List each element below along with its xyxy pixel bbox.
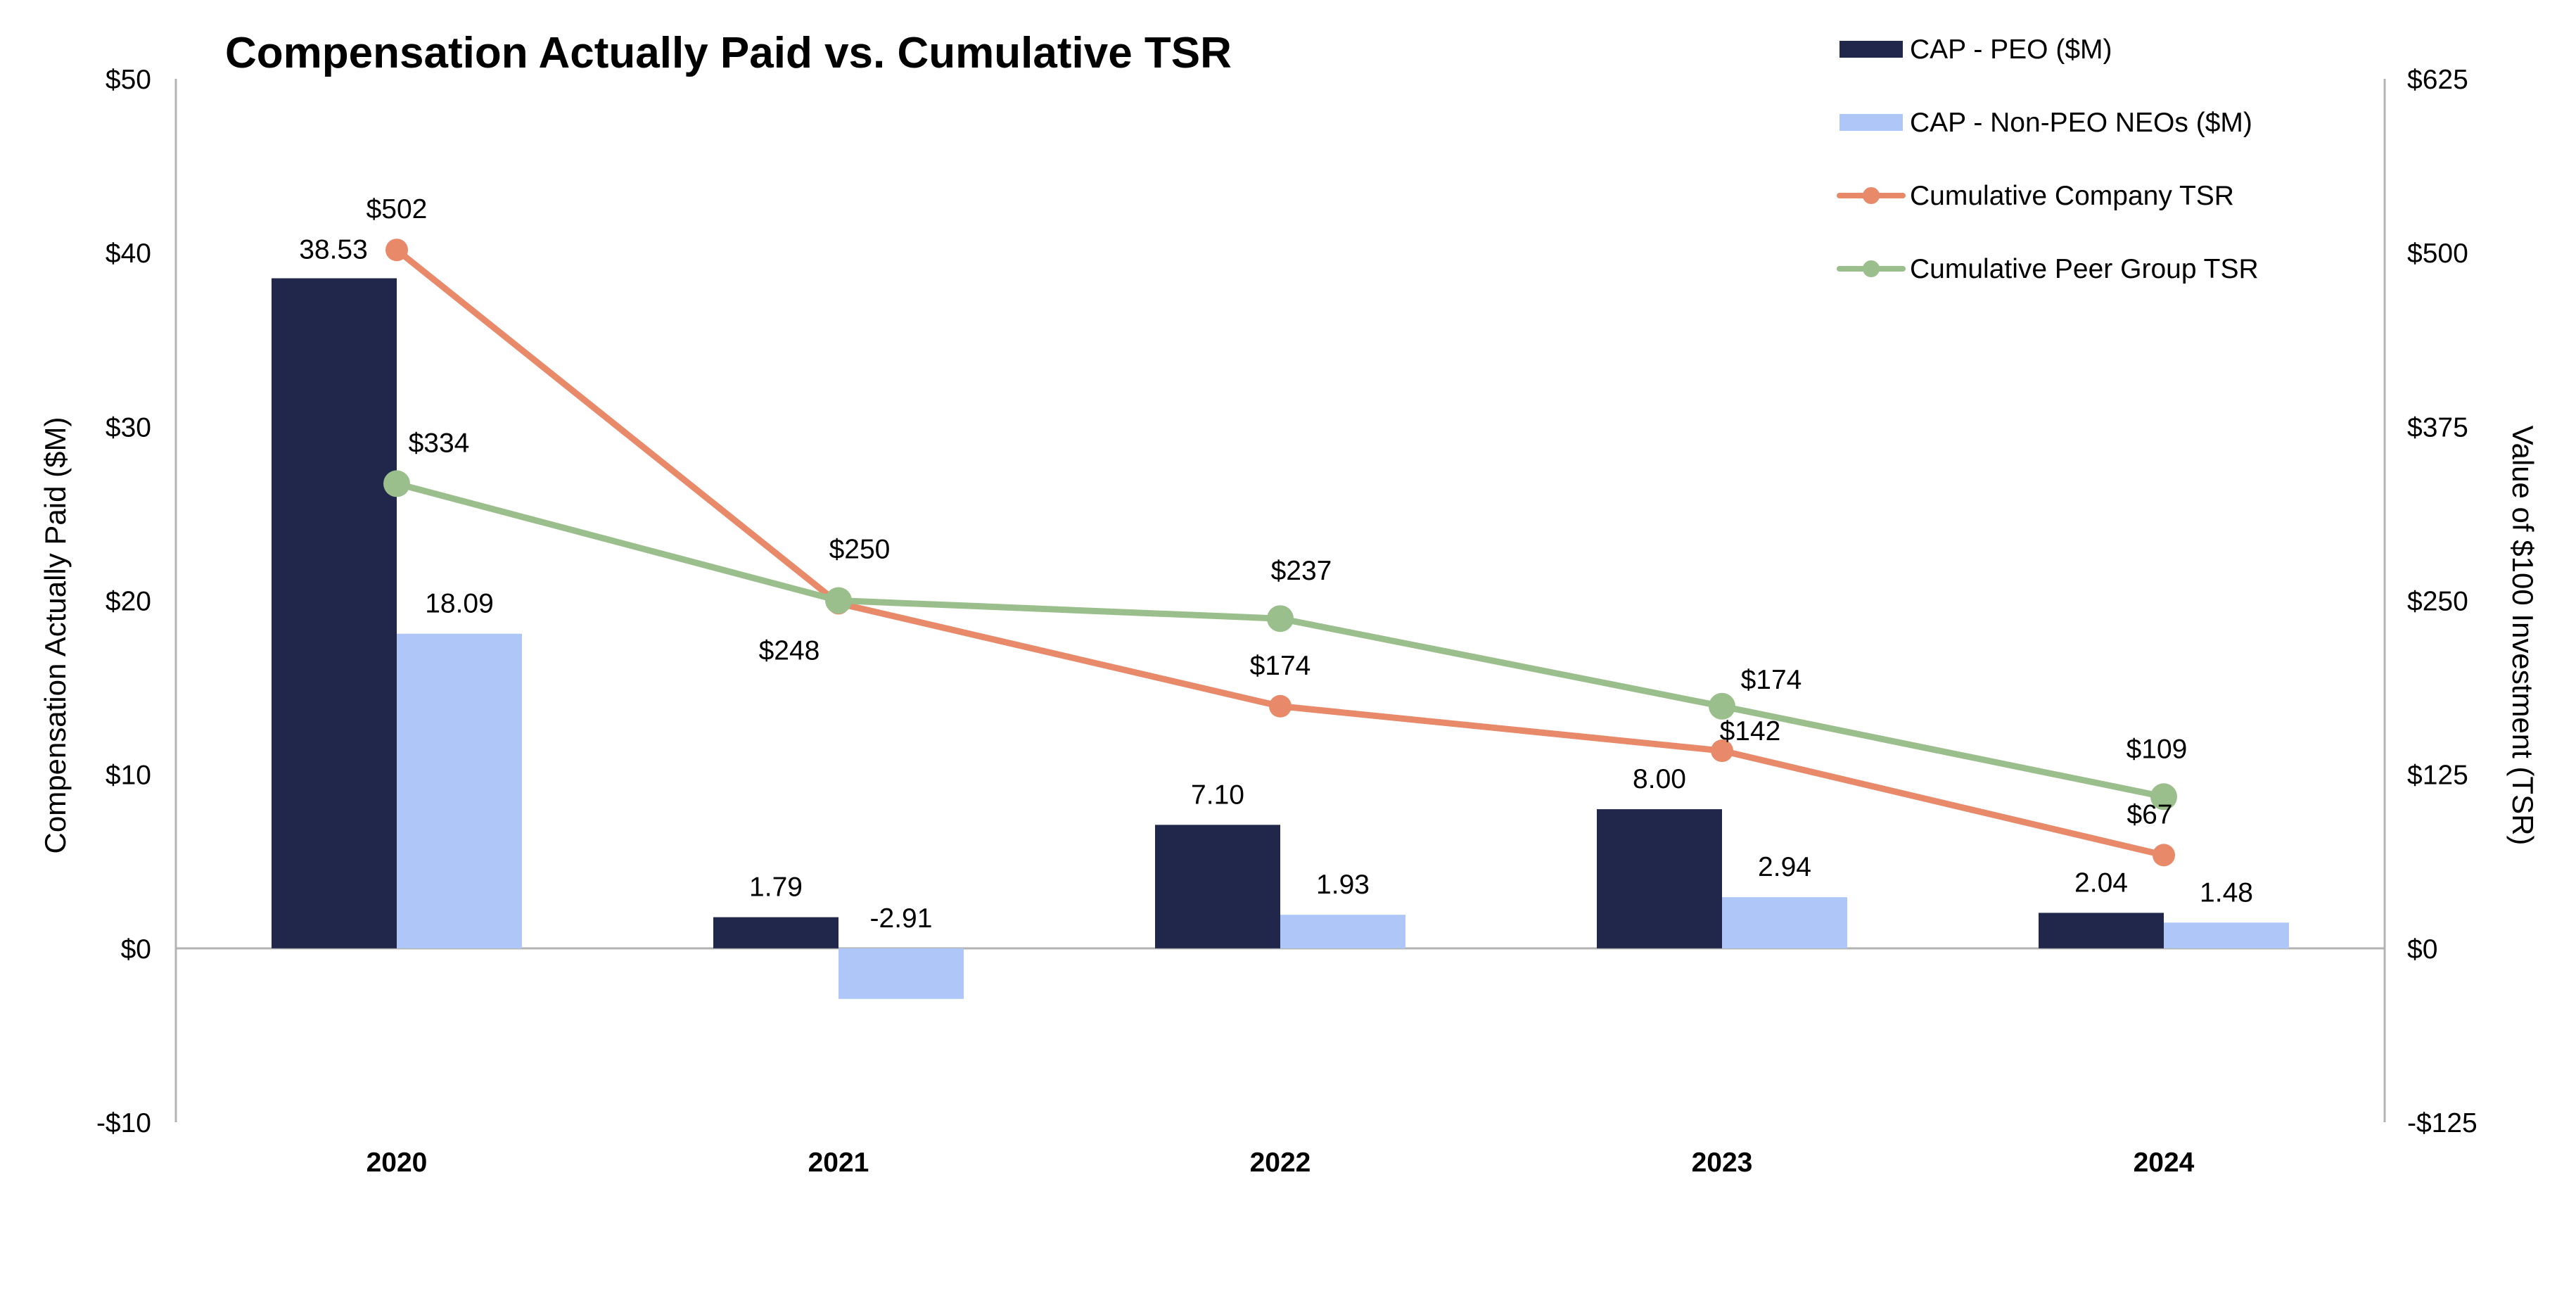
legend-label-company: Cumulative Company TSR bbox=[1910, 181, 2234, 211]
peo-bar bbox=[2039, 913, 2164, 948]
y-axis-label: Compensation Actually Paid ($M) bbox=[39, 417, 72, 854]
x-tick-label: 2022 bbox=[1250, 1148, 1311, 1178]
y-tick-label: $10 bbox=[106, 761, 151, 791]
non-peo-bar-label: 18.09 bbox=[425, 589, 494, 619]
x-tick-label: 2024 bbox=[2134, 1148, 2195, 1178]
x-tick-label: 2023 bbox=[1692, 1148, 1753, 1178]
non-peo-bar bbox=[397, 633, 522, 948]
company-tsr-point bbox=[2153, 844, 2175, 867]
legend: CAP - PEO ($M) CAP - Non-PEO NEOs ($M) Cum… bbox=[1837, 34, 2259, 284]
peer-tsr-label: $250 bbox=[829, 535, 891, 565]
y2-tick-label: $125 bbox=[2407, 761, 2468, 791]
x-tick-label: 2021 bbox=[808, 1148, 869, 1178]
legend-marker-peer bbox=[1863, 260, 1880, 277]
x-tick-label: 2020 bbox=[366, 1148, 428, 1178]
bar-series bbox=[272, 278, 2289, 999]
y-tick-label: $40 bbox=[106, 239, 151, 269]
y2-axis-label: Value of $100 Investment (TSR) bbox=[2506, 426, 2539, 846]
company-tsr-label: $67 bbox=[2127, 799, 2172, 830]
non-peo-bar bbox=[839, 948, 964, 999]
peer-tsr-point bbox=[2150, 783, 2177, 811]
peer-tsr-label: $237 bbox=[1271, 556, 1332, 586]
legend-label-peo: CAP - PEO ($M) bbox=[1910, 34, 2112, 65]
peo-bar bbox=[1155, 825, 1280, 948]
company-tsr-point bbox=[385, 239, 408, 262]
non-peo-bar-label: 1.93 bbox=[1316, 870, 1370, 900]
y-tick-label: $30 bbox=[106, 412, 151, 443]
peer-tsr-point bbox=[383, 470, 410, 497]
company-tsr-point bbox=[1711, 739, 1733, 763]
peo-bar-label: 1.79 bbox=[749, 872, 803, 903]
y2-tick-label: -$125 bbox=[2407, 1108, 2478, 1138]
y-tick-label: -$10 bbox=[96, 1108, 151, 1138]
peo-bar-label: 8.00 bbox=[1633, 764, 1686, 794]
data-labels: 38.53 1.79 7.10 8.00 2.04 18.09 -2.91 1.93 2.94 1… bbox=[299, 194, 2253, 934]
legend-marker-company bbox=[1863, 187, 1880, 204]
non-peo-bar-label: 2.94 bbox=[1758, 852, 1811, 882]
legend-swatch-non-peo bbox=[1839, 114, 1903, 131]
peo-bar bbox=[1597, 809, 1722, 948]
y2-tick-label: $500 bbox=[2407, 239, 2468, 269]
peer-tsr-point bbox=[825, 587, 852, 614]
non-peo-bar-label: 1.48 bbox=[2200, 877, 2253, 908]
peer-tsr-label: $109 bbox=[2127, 734, 2188, 764]
peer-tsr-label: $334 bbox=[409, 428, 470, 458]
peo-bar-label: 38.53 bbox=[299, 235, 368, 265]
legend-swatch-peo bbox=[1839, 41, 1903, 58]
company-tsr-point bbox=[1269, 694, 1292, 718]
y2-tick-label: $250 bbox=[2407, 587, 2468, 617]
non-peo-bar bbox=[1722, 897, 1847, 948]
line-series bbox=[383, 239, 2177, 867]
legend-label-peer: Cumulative Peer Group TSR bbox=[1910, 254, 2259, 284]
axes: -$10 $0 $10 $20 $30 $40 $50 -$125 $0 $125 $250 $375… bbox=[96, 65, 2478, 1178]
y-tick-label: $0 bbox=[121, 934, 151, 965]
company-tsr-label: $248 bbox=[759, 635, 820, 666]
non-peo-bar bbox=[2164, 922, 2289, 948]
y2-tick-label: $0 bbox=[2407, 934, 2437, 965]
company-tsr-label: $502 bbox=[366, 194, 428, 224]
y2-tick-label: $375 bbox=[2407, 412, 2468, 443]
chart-title: Compensation Actually Paid vs. Cumulativ… bbox=[225, 29, 1232, 77]
peo-bar bbox=[272, 278, 397, 948]
peer-tsr-label: $174 bbox=[1741, 665, 1802, 695]
peer-tsr-line bbox=[393, 480, 2167, 800]
company-tsr-label: $174 bbox=[1250, 651, 1311, 681]
legend-label-non-peo: CAP - Non-PEO NEOs ($M) bbox=[1910, 108, 2252, 138]
non-peo-bar-label: -2.91 bbox=[870, 903, 933, 934]
y-tick-label: $50 bbox=[106, 65, 151, 95]
peo-bar-label: 7.10 bbox=[1191, 780, 1244, 810]
peer-tsr-point bbox=[1709, 692, 1735, 720]
peo-bar bbox=[713, 917, 839, 948]
peo-bar-label: 2.04 bbox=[2074, 868, 2128, 898]
non-peo-bar bbox=[1280, 915, 1405, 948]
company-tsr-label: $142 bbox=[1720, 716, 1781, 747]
peer-tsr-point bbox=[1267, 605, 1294, 633]
y2-tick-label: $625 bbox=[2407, 65, 2468, 95]
y-tick-label: $20 bbox=[106, 587, 151, 617]
